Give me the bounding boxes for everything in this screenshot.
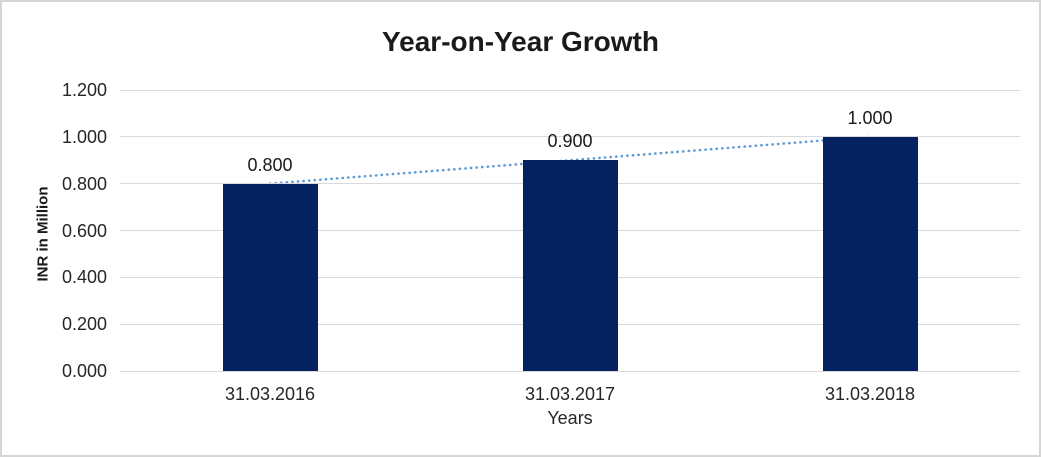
bar xyxy=(822,136,918,371)
bar-value-label: 0.900 xyxy=(547,131,593,152)
y-tick-label: 0.400 xyxy=(61,267,107,288)
bar xyxy=(522,160,618,371)
y-tick-label: 0.800 xyxy=(61,173,107,194)
y-tick-label: 1.000 xyxy=(61,126,107,147)
gridline xyxy=(120,136,1020,138)
gridline xyxy=(120,370,1020,372)
gridline xyxy=(120,89,1020,91)
y-tick-label: 1.200 xyxy=(61,80,107,100)
y-tick-label: 0.600 xyxy=(61,220,107,241)
x-category-label: 31.03.2017 xyxy=(524,384,616,404)
y-tick-label: 0.200 xyxy=(61,314,107,335)
chart-title: Year-on-Year Growth xyxy=(382,26,659,57)
y-tick-label: 0.000 xyxy=(61,361,107,381)
bar xyxy=(222,183,318,371)
x-axis-title: Years xyxy=(547,408,593,428)
x-category-label: 31.03.2016 xyxy=(224,384,316,404)
bar-value-label: 1.000 xyxy=(847,107,893,128)
bar-value-label: 0.800 xyxy=(247,154,293,175)
x-category-label: 31.03.2018 xyxy=(824,384,916,404)
